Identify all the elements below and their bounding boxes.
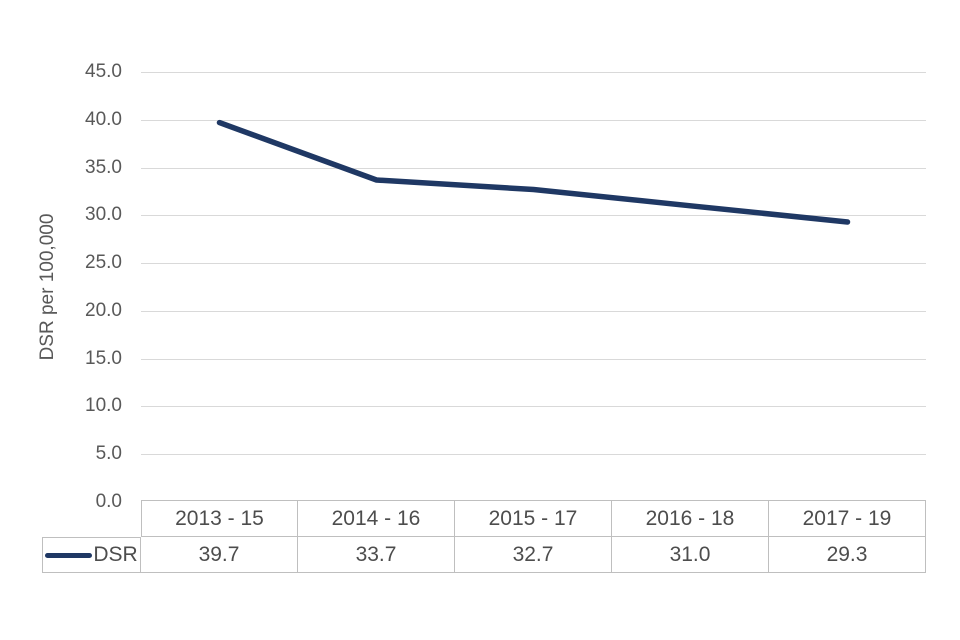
gridline xyxy=(141,215,926,217)
table-header-cell: 2013 - 15 xyxy=(141,500,298,537)
gridline xyxy=(141,263,926,265)
table-header-cell: 2014 - 16 xyxy=(298,500,455,537)
y-tick-label: 5.0 xyxy=(95,443,122,465)
table-corner-blank xyxy=(42,500,141,537)
y-tick-label: 35.0 xyxy=(85,156,122,178)
table-value-cell: 39.7 xyxy=(141,537,298,573)
y-tick-label: 25.0 xyxy=(85,252,122,274)
table-header-cell: 2016 - 18 xyxy=(612,500,769,537)
table-value-cell: 33.7 xyxy=(298,537,455,573)
legend-series-label: DSR xyxy=(93,543,138,566)
data-table: 2013 - 15 2014 - 16 2015 - 17 2016 - 18 … xyxy=(42,500,926,573)
table-value-cell: 32.7 xyxy=(455,537,612,573)
y-tick-label: 20.0 xyxy=(85,299,122,321)
y-tick-label: 10.0 xyxy=(85,395,122,417)
table-value-cell: 31.0 xyxy=(612,537,769,573)
table-header-cell: 2017 - 19 xyxy=(769,500,926,537)
gridline xyxy=(141,119,926,121)
line-chart-plot xyxy=(216,119,851,225)
gridline xyxy=(141,310,926,312)
table-value-cell: 29.3 xyxy=(769,537,926,573)
y-tick-label: 0.0 xyxy=(95,490,122,512)
gridline xyxy=(141,406,926,408)
table-header-cell: 2015 - 17 xyxy=(455,500,612,537)
gridline xyxy=(141,72,926,73)
dsr-series-line xyxy=(216,119,851,225)
gridline xyxy=(141,167,926,169)
legend-line-swatch-icon xyxy=(45,552,93,558)
y-tick-label: 30.0 xyxy=(85,204,122,226)
y-tick-label: 45.0 xyxy=(85,61,122,82)
y-axis-tick-labels: 45.0 40.0 35.0 30.0 25.0 20.0 15.0 10.0 … xyxy=(0,58,122,516)
y-tick-label: 15.0 xyxy=(85,347,122,369)
y-tick-label: 40.0 xyxy=(85,108,122,130)
gridline xyxy=(141,358,926,360)
legend-cell: DSR xyxy=(42,537,141,573)
gridline xyxy=(141,454,926,456)
